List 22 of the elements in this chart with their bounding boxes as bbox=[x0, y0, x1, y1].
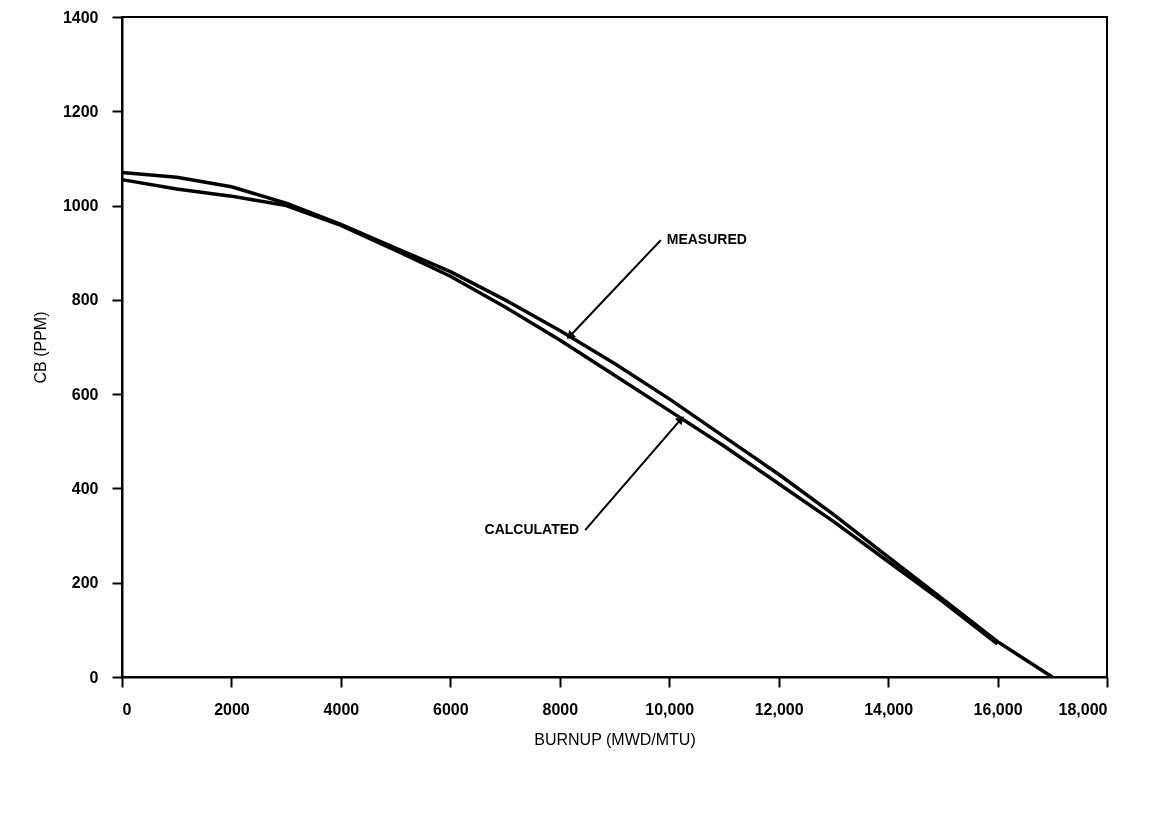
x-axis-title: BURNUP (MWD/MTU) bbox=[534, 730, 696, 748]
y-axis-title: CB (PPM) bbox=[31, 311, 49, 384]
x-tick-label: 18,000 bbox=[1058, 700, 1108, 718]
y-tick-label: 800 bbox=[71, 291, 99, 309]
y-tick-label: 600 bbox=[71, 385, 99, 403]
x-tick-label: 0 bbox=[122, 700, 132, 718]
x-tick-label: 6000 bbox=[433, 700, 469, 718]
x-tick-label: 2000 bbox=[214, 700, 250, 718]
y-tick-label: 0 bbox=[89, 668, 99, 686]
annotation: CALCULATED bbox=[484, 521, 580, 538]
y-tick-label: 1200 bbox=[62, 102, 99, 120]
x-tick-label: 14,000 bbox=[864, 700, 914, 718]
x-tick-label: 12,000 bbox=[754, 700, 804, 718]
y-tick-label: 400 bbox=[71, 479, 99, 497]
x-tick-label: 8000 bbox=[542, 700, 579, 718]
y-tick-label: 1400 bbox=[62, 8, 99, 26]
y-tick-label: 1000 bbox=[62, 197, 99, 215]
y-tick-label: 200 bbox=[71, 574, 99, 592]
x-tick-label: 16,000 bbox=[973, 700, 1023, 718]
x-tick-label: 4000 bbox=[323, 700, 360, 718]
x-tick-label: 10,000 bbox=[645, 700, 695, 718]
annotation: MEASURED bbox=[666, 231, 747, 248]
